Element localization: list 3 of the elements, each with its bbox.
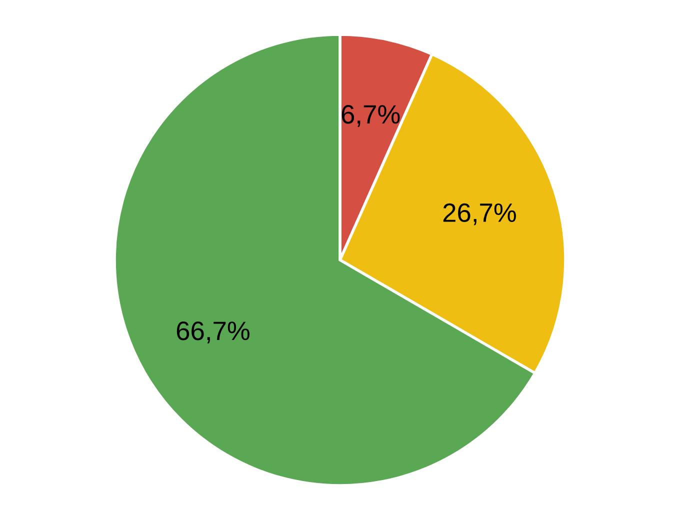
data-label: 6,7% [342,105,400,127]
data-label: 66,7% [176,322,250,344]
data-label: 26,7% [443,203,516,226]
